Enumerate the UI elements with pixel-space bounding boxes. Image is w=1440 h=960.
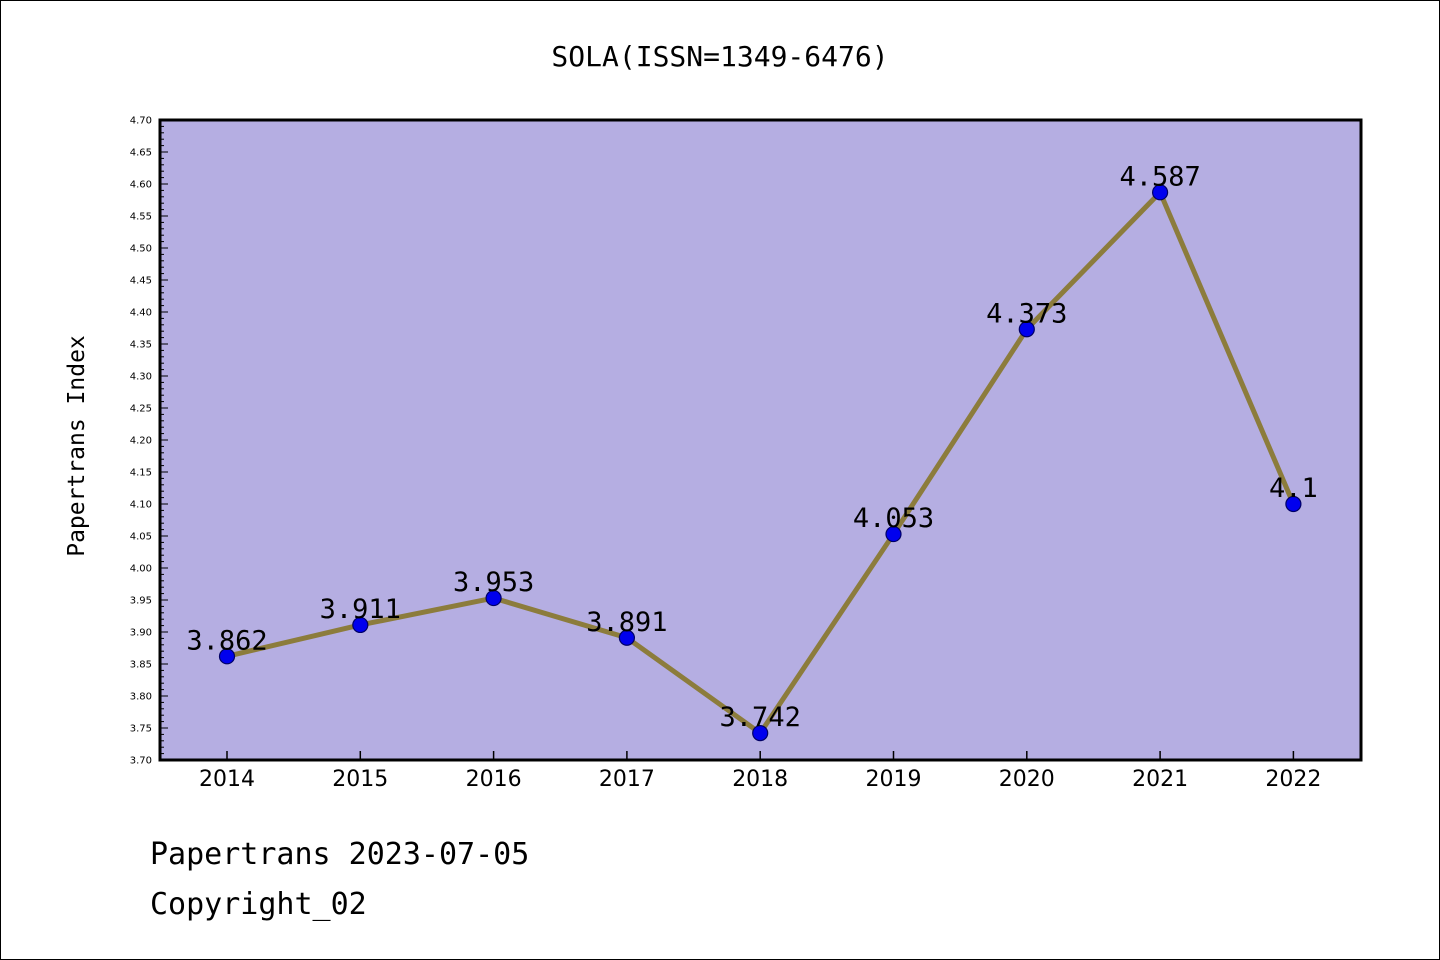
data-label: 4.1	[1269, 473, 1318, 504]
y-tick-label: 4.65	[130, 148, 152, 159]
data-point	[218, 648, 236, 665]
x-tick-label: 2015	[332, 767, 388, 792]
plot-frame	[158, 118, 1363, 762]
y-tick-label: 3.85	[130, 660, 152, 671]
footer-copyright: Copyright_02	[150, 887, 367, 922]
y-tick-label: 4.20	[130, 436, 152, 447]
y-tick-label: 4.10	[130, 500, 152, 511]
data-label: 4.373	[986, 298, 1067, 329]
data-point	[885, 525, 902, 543]
y-tick-label: 4.60	[130, 180, 152, 191]
y-tick-label: 3.70	[130, 756, 152, 767]
data-point	[352, 616, 369, 634]
y-tick-label: 4.35	[130, 340, 152, 351]
plot-area	[160, 120, 1361, 760]
data-point	[752, 725, 769, 742]
y-tick-label: 4.45	[130, 276, 152, 287]
y-tick-label: 4.05	[130, 532, 152, 543]
data-label: 4.587	[1119, 161, 1200, 192]
x-tick-label: 2022	[1265, 767, 1321, 792]
x-tick-label: 2016	[466, 767, 522, 792]
y-tick-label: 4.00	[130, 564, 152, 575]
data-point	[618, 629, 636, 646]
y-tick-label: 3.75	[130, 724, 152, 735]
y-tick-label: 3.80	[130, 692, 152, 703]
y-tick-label: 4.30	[130, 372, 152, 383]
x-axis: 2014 2015 2016 2017 2018 2019 2020 2021 2022	[199, 751, 1321, 792]
x-tick-label: 2014	[199, 767, 255, 792]
data-label: 3.911	[320, 594, 401, 625]
data-point	[1018, 321, 1035, 338]
x-tick-label: 2021	[1132, 767, 1188, 792]
footer-date: Papertrans 2023-07-05	[150, 837, 529, 872]
chart-title: SOLA(ISSN=1349-6476)	[551, 40, 888, 73]
data-label: 3.742	[720, 702, 801, 733]
data-label: 3.891	[586, 607, 667, 638]
y-tick-label: 3.95	[130, 596, 152, 607]
data-label-group: 3.862 3.911 3.953 3.891 3.742 4.053 4.373 4.587…	[186, 161, 1317, 733]
y-tick-label: 4.55	[130, 212, 152, 223]
x-tick-label: 2018	[732, 767, 788, 792]
y-tick-label: 4.25	[130, 404, 152, 415]
y-tick-label: 4.70	[130, 116, 152, 127]
data-point	[485, 589, 502, 607]
x-tick-label: 2017	[599, 767, 655, 792]
data-label: 3.862	[186, 625, 267, 656]
y-tick-label: 4.50	[130, 244, 152, 255]
y-tick-label: 4.40	[130, 308, 152, 319]
data-point	[1151, 184, 1169, 201]
x-tick-label: 2020	[999, 767, 1055, 792]
data-point	[1285, 495, 1302, 513]
y-tick-label: 4.15	[130, 468, 152, 479]
series-line-group	[218, 184, 1302, 742]
data-label: 4.053	[853, 503, 934, 534]
x-tick-label: 2019	[866, 767, 922, 792]
y-axis-label: Papertrans Index	[64, 335, 90, 557]
data-label: 3.953	[453, 567, 534, 598]
y-tick-label: 3.90	[130, 628, 152, 639]
